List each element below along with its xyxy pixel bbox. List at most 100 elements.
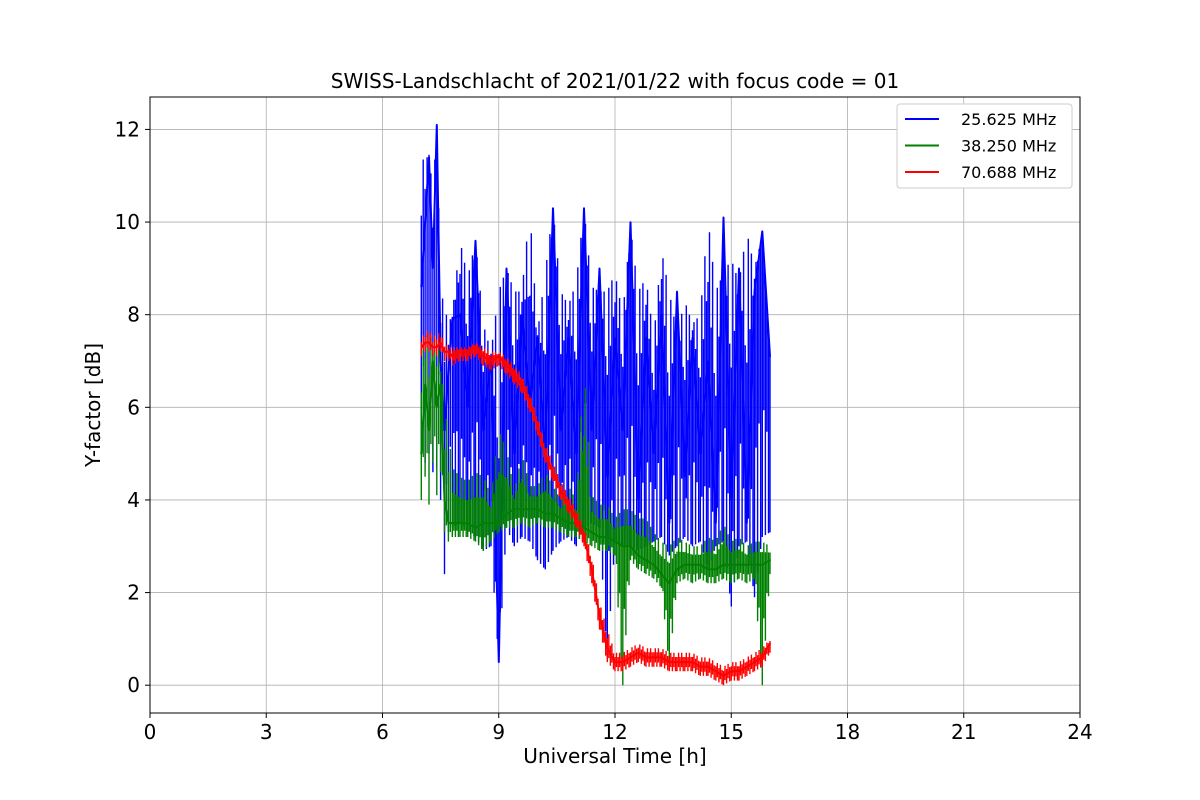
series-3-point <box>590 568 593 571</box>
series-2-point <box>652 563 655 566</box>
series-3-point <box>513 374 516 376</box>
series-1-point <box>668 522 671 524</box>
series-3-point <box>420 346 423 348</box>
series-1-point <box>552 207 554 210</box>
legend-label: 38.250 MHz <box>961 137 1056 156</box>
series-2-point <box>424 383 426 386</box>
series-1-point <box>521 313 523 316</box>
series-3-point <box>769 642 771 645</box>
x-tick-label: 24 <box>1067 720 1092 744</box>
series-3-point <box>660 656 663 659</box>
series-3-line <box>420 340 771 678</box>
series-3-point <box>435 346 438 348</box>
series-1-point <box>676 290 678 293</box>
series-1-point <box>497 661 500 663</box>
series-1-point <box>614 336 616 339</box>
series-3-point <box>761 656 764 659</box>
series-3-point <box>497 355 500 358</box>
series-2-point <box>629 545 632 548</box>
series-1-point <box>459 313 461 316</box>
series-2-point <box>676 568 678 571</box>
series-1-point <box>753 290 756 293</box>
series-1-point <box>505 267 508 270</box>
series-1-point <box>707 360 709 362</box>
series-2-point <box>482 522 485 524</box>
series-2-point <box>559 517 562 520</box>
series-1-point <box>683 475 686 478</box>
x-tick-label: 6 <box>376 720 389 744</box>
series-3-point <box>451 355 454 358</box>
series-2-point <box>699 563 702 566</box>
series-1-point <box>482 429 485 432</box>
series-1-point <box>466 406 469 409</box>
series-3-point <box>606 647 609 650</box>
series-2-point <box>544 512 547 515</box>
series-3-point <box>753 661 756 663</box>
y-tick-label: 2 <box>127 581 140 605</box>
series-1-point <box>714 522 717 524</box>
x-tick-label: 12 <box>602 720 627 744</box>
series-1-point <box>660 313 663 316</box>
series-3-point <box>567 503 570 506</box>
series-2-point <box>505 512 508 515</box>
series-1-point <box>598 267 601 270</box>
series-1-point <box>536 336 539 339</box>
series-2-point <box>598 536 601 538</box>
series-3-point <box>439 341 442 344</box>
series-2-point <box>513 508 516 511</box>
y-axis-label: Y-factor [dB] <box>81 343 105 468</box>
series-1-line <box>420 124 771 663</box>
series-2-point <box>583 526 585 529</box>
series-3-point <box>459 350 461 353</box>
series-1-point <box>645 336 647 339</box>
series-2-point <box>621 545 624 548</box>
y-tick-label: 6 <box>127 395 140 419</box>
series-3-point <box>676 661 678 663</box>
series-2-point <box>528 508 531 511</box>
series-2-point <box>660 573 663 575</box>
series-3-point <box>575 517 578 520</box>
series-1-point <box>575 452 578 455</box>
series-2-point <box>590 531 593 534</box>
series-3-point <box>447 350 450 353</box>
series-3-point <box>482 355 485 358</box>
series-2-point <box>691 563 694 566</box>
series-2-point <box>490 522 492 524</box>
series-3-point <box>583 536 585 538</box>
series-3-point <box>428 341 430 344</box>
series-2-point <box>497 522 500 524</box>
x-tick-label: 18 <box>835 720 860 744</box>
series-1-point <box>745 522 748 524</box>
x-tick-label: 3 <box>260 720 273 744</box>
series-3-point <box>505 364 508 367</box>
series-3-point <box>683 661 686 663</box>
series-1-point <box>590 429 593 432</box>
series-3-point <box>521 383 523 386</box>
series-3-point <box>699 665 702 668</box>
series-2-point <box>637 554 640 557</box>
series-3-point <box>614 661 616 663</box>
series-2-point <box>707 568 709 571</box>
series-1-point <box>606 475 609 478</box>
series-2-point <box>683 563 686 566</box>
series-3-point <box>528 401 531 404</box>
series-2-point <box>432 360 434 362</box>
x-tick-label: 9 <box>492 720 505 744</box>
legend-label: 70.688 MHz <box>961 163 1056 182</box>
series-2-point <box>439 383 442 386</box>
series-2-point <box>714 568 717 571</box>
series-2-point <box>668 582 671 585</box>
series-2-point <box>536 508 539 511</box>
series-3-point <box>621 661 624 663</box>
series-3-point <box>443 350 446 353</box>
series-layer <box>420 123 771 686</box>
series-3-point <box>629 656 632 659</box>
series-2-point <box>745 563 748 566</box>
series-2-point <box>645 559 647 562</box>
series-1-point <box>474 239 477 242</box>
series-2-point <box>552 512 554 515</box>
series-2-point <box>614 540 616 543</box>
series-3-point <box>738 670 740 673</box>
series-3 <box>420 330 771 686</box>
